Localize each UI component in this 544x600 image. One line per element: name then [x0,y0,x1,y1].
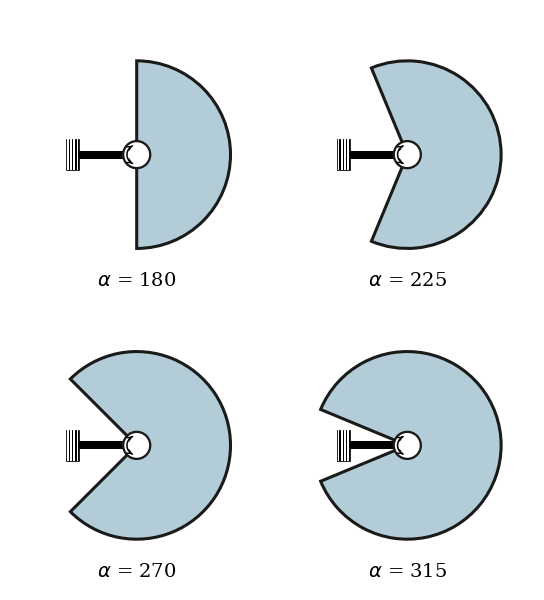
Wedge shape [372,61,501,248]
Bar [73,430,75,461]
Bar [341,430,343,461]
Bar [70,139,72,170]
Bar [67,139,69,170]
Wedge shape [320,352,501,539]
Bar [347,430,349,461]
Circle shape [123,432,150,459]
Bar [79,442,137,449]
Bar [347,139,349,170]
Bar [344,139,346,170]
Bar [66,139,79,170]
Bar [70,430,72,461]
Circle shape [123,141,150,168]
Bar [77,139,78,170]
Wedge shape [70,352,231,539]
Bar [350,442,407,449]
Circle shape [394,141,421,168]
Bar [341,139,343,170]
Bar [66,430,79,461]
Text: $\alpha$ = 315: $\alpha$ = 315 [368,563,447,581]
Text: $\alpha$ = 270: $\alpha$ = 270 [97,563,176,581]
Bar [67,430,69,461]
Bar [73,139,75,170]
Text: $\alpha$ = 225: $\alpha$ = 225 [368,272,447,290]
Bar [338,139,339,170]
Bar [337,139,350,170]
Bar [350,151,407,158]
Wedge shape [137,61,231,248]
Bar [338,430,339,461]
Circle shape [394,432,421,459]
Bar [79,151,137,158]
Text: $\alpha$ = 180: $\alpha$ = 180 [97,272,176,290]
Bar [337,430,350,461]
Bar [344,430,346,461]
Bar [77,430,78,461]
